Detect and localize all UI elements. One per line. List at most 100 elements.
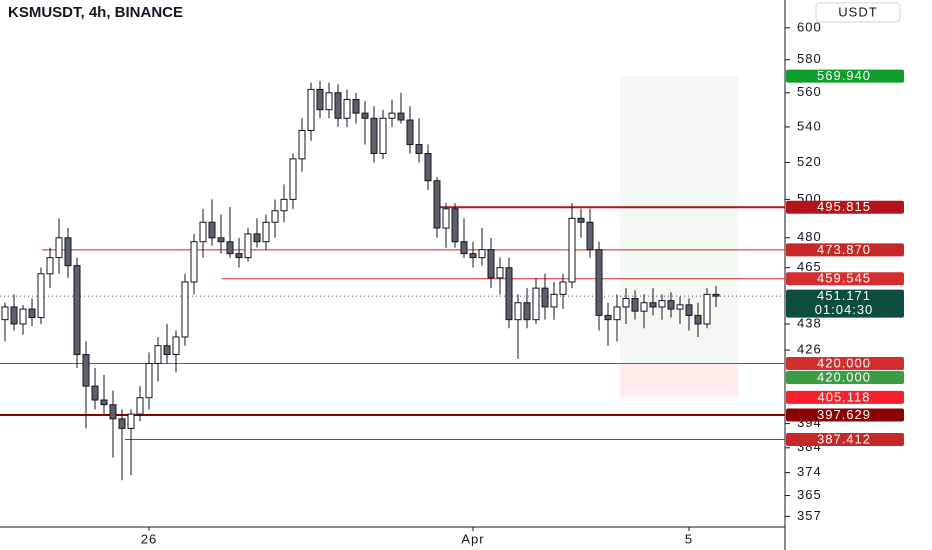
candle-body [343,98,351,119]
candle-body [55,237,63,259]
candle-body [352,98,360,114]
candle-body [469,253,477,259]
y-tick-label: 374 [797,464,822,479]
candle-body [667,300,675,310]
candle-body [613,306,621,321]
y-tick-label: 580 [797,51,822,66]
price-label: 397.629 [817,407,871,422]
price-label: 473.870 [817,242,871,257]
price-label: 405.118 [817,389,870,404]
price-label-box [786,243,904,257]
candle-body [694,314,702,325]
price-label-box [786,408,904,422]
candle-body [568,217,576,283]
candle-body [523,302,531,321]
candle-body [658,300,666,308]
x-tick-label: 5 [685,531,693,546]
price-label-box [786,432,904,446]
candle-body [217,237,225,243]
candle-body [262,221,270,243]
candle-body [442,208,450,229]
y-tick-label: 357 [797,508,822,523]
candle-body [514,302,522,321]
y-tick-label: 480 [797,229,822,244]
price-label-box [786,370,904,384]
candle-body [235,253,243,259]
stop-zone [620,363,738,398]
candle-body [19,308,27,325]
x-tick-label: Apr [461,531,484,546]
candle-body [271,210,279,223]
candle-body [325,92,333,111]
candle-body [451,208,459,243]
candle-body [289,158,297,200]
candle-body [253,233,261,243]
candle-body [433,180,441,229]
chart-title: KSMUSDT, 4h, BINANCE [8,4,183,21]
candle-body [190,241,198,283]
candle-body [73,265,81,356]
candle-body [127,413,135,429]
candle-body [82,354,90,387]
candle-body [100,399,108,406]
candle-body [640,302,648,312]
candle-body [685,304,693,316]
candle-body [361,112,369,119]
candle-body [145,362,153,399]
price-label-box [786,356,904,370]
y-tick-label: 560 [797,84,822,99]
candle-body [307,88,315,131]
price-label-box [786,390,904,404]
y-tick-label: 520 [797,154,822,169]
candle-body [415,144,423,154]
candle-body [280,198,288,212]
candle-body [559,281,567,295]
price-label-box [786,200,904,214]
y-tick-label: 465 [797,259,822,274]
price-label: 420.000 [817,355,871,370]
candle-body [316,88,324,111]
candle-body [532,287,540,321]
candle-body [424,152,432,182]
candle-body [298,129,306,160]
candle-body [505,267,513,321]
y-tick-label: 438 [797,315,822,330]
price-label: 569.940 [817,68,871,83]
candle-body [109,404,117,420]
price-label: 420.000 [817,369,871,384]
candle-body [487,249,495,279]
candle-body [64,237,72,267]
candle-body [478,249,486,259]
candle-body [244,233,252,259]
candle-body [604,314,612,321]
candle-body [334,92,342,119]
candle-body [595,249,603,316]
candle-body [1,306,9,321]
y-tick-label: 365 [797,487,822,502]
candle-body [388,112,396,119]
candle-body [397,112,405,121]
plot [0,76,785,481]
y-tick-label: 600 [797,19,822,34]
candle-body [703,293,711,325]
price-label: 387.412 [817,431,871,446]
price-label: 451.171 [817,288,871,303]
candle-body [541,287,549,308]
candle-body [586,221,594,251]
candle-body [136,397,144,415]
candle-body [712,293,720,297]
candle-body [379,117,387,154]
candle-body [172,336,180,356]
candle-body [550,293,558,308]
candle-body [208,221,216,239]
currency-label[interactable]: USDT [838,4,877,19]
candle-body [370,117,378,154]
y-tick-label: 426 [797,342,822,357]
price-label-box [786,69,904,83]
candle-body [154,345,162,364]
target-zone [620,76,738,364]
currency-button[interactable] [815,2,901,23]
candle-body [577,217,585,223]
candle-body [496,267,504,279]
